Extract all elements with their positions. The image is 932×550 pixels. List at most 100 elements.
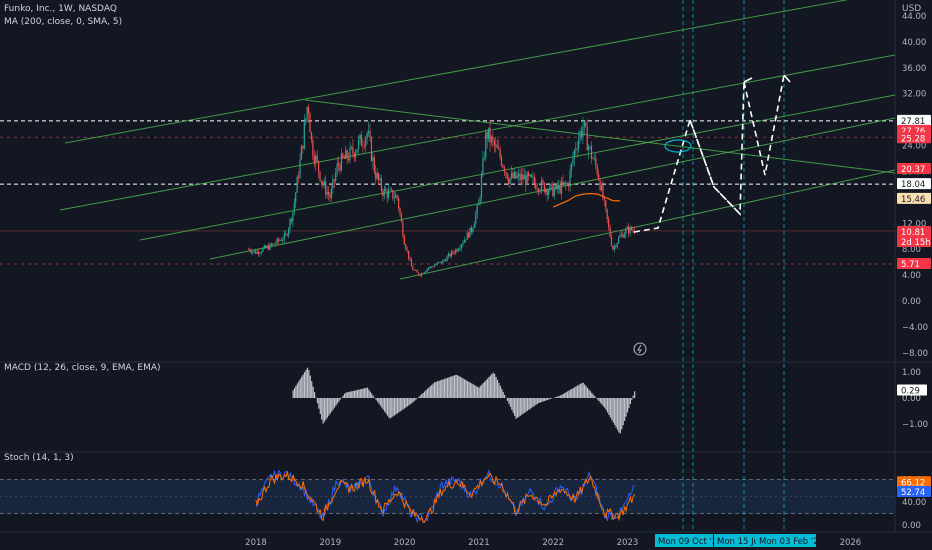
- candle-body: [619, 235, 621, 238]
- candle-body: [542, 180, 544, 183]
- macd-bar: [502, 391, 504, 398]
- candle-body: [365, 137, 367, 146]
- macd-bar: [359, 389, 361, 398]
- macd-bar: [444, 378, 446, 398]
- candle-body: [356, 149, 358, 153]
- macd-bar: [369, 391, 371, 398]
- macd-bar: [572, 388, 574, 398]
- candle-body: [313, 156, 315, 164]
- candle-body: [513, 171, 515, 178]
- macd-bar: [409, 398, 411, 405]
- macd-badge-label: 0.29: [901, 386, 920, 396]
- macd-bar: [371, 393, 373, 398]
- candle-body: [555, 184, 557, 190]
- candle-body: [509, 177, 511, 184]
- time-tick-label: 2022: [542, 538, 564, 548]
- candle-body: [422, 273, 424, 274]
- macd-bar: [475, 385, 477, 398]
- macd-bar: [418, 396, 420, 398]
- ma-legend[interactable]: MA (200, close, 0, SMA, 5): [4, 17, 123, 27]
- candle-body: [573, 150, 575, 159]
- macd-bar: [536, 398, 539, 404]
- macd-bar: [472, 384, 474, 398]
- candle-body: [418, 272, 420, 276]
- macd-bar: [302, 374, 304, 398]
- candle-body: [466, 232, 468, 241]
- macd-bar: [609, 398, 611, 418]
- macd-bar: [482, 383, 484, 398]
- candle-body: [305, 118, 307, 123]
- candle-body: [390, 189, 393, 191]
- price-badge-label: 27.76: [901, 127, 925, 137]
- candle-body: [523, 175, 525, 180]
- macd-bar: [476, 386, 479, 398]
- candle-body: [266, 245, 268, 248]
- candle-body: [347, 158, 350, 161]
- candle-body: [559, 184, 561, 194]
- macd-bar: [515, 398, 517, 419]
- macd-bar: [578, 384, 580, 398]
- candle-body: [592, 158, 594, 160]
- macd-bar: [424, 391, 426, 398]
- candle-body: [256, 251, 258, 254]
- symbol-legend[interactable]: Funko, Inc., 1W, NASDAQ: [4, 4, 117, 14]
- macd-bar: [511, 398, 513, 410]
- candle-body: [383, 188, 385, 197]
- macd-bar: [581, 383, 583, 398]
- macd-bar: [303, 372, 306, 398]
- projection-path: [689, 119, 741, 215]
- candle-body: [336, 163, 338, 173]
- stoch-badge-label: 52.74: [901, 488, 925, 498]
- macd-bar: [605, 398, 607, 410]
- candle-body: [598, 174, 600, 180]
- candle-body: [399, 208, 401, 215]
- lightning-icon: [633, 342, 647, 356]
- macd-bar: [504, 394, 506, 398]
- candle-body: [610, 236, 613, 246]
- macd-bar: [618, 398, 620, 433]
- candle-body: [396, 195, 398, 198]
- candle-body: [329, 194, 331, 198]
- macd-bar: [496, 379, 499, 398]
- macd-bar: [296, 383, 299, 398]
- candle-body: [372, 157, 374, 161]
- macd-bar: [465, 380, 467, 398]
- macd-legend[interactable]: MACD (12, 26, close, 9, EMA, EMA): [4, 363, 161, 373]
- price-badge: [897, 235, 931, 247]
- candle-body: [549, 184, 551, 191]
- macd-bar: [621, 398, 623, 430]
- macd-bar: [522, 398, 524, 414]
- candle-body: [376, 173, 378, 179]
- candle-body: [333, 179, 335, 181]
- macd-bar: [408, 398, 410, 406]
- candle-body: [436, 262, 438, 265]
- candle-body: [350, 147, 353, 148]
- candle-body: [265, 245, 267, 248]
- candle-body: [486, 132, 488, 140]
- candle-body: [339, 165, 341, 171]
- candle-body: [367, 131, 370, 134]
- macd-bar: [342, 395, 344, 398]
- macd-bar: [558, 396, 560, 398]
- macd-bar: [429, 386, 431, 398]
- macd-bar: [386, 398, 389, 416]
- macd-bar: [458, 375, 460, 398]
- macd-bar: [534, 398, 536, 406]
- price-candles: [247, 103, 635, 278]
- macd-bar: [425, 390, 427, 398]
- macd-bar: [565, 392, 567, 398]
- candle-body: [406, 249, 408, 251]
- price-tick-label: 12.00: [902, 219, 926, 229]
- macd-bar: [594, 396, 596, 398]
- candle-body: [595, 158, 597, 166]
- macd-bar: [604, 398, 606, 408]
- macd-bar: [634, 391, 636, 398]
- candle-body: [397, 197, 400, 209]
- macd-tick-label: 0.00: [902, 394, 921, 404]
- candle-body: [462, 242, 464, 245]
- lightning-icon: [637, 344, 642, 354]
- stoch-legend[interactable]: Stoch (14, 1, 3): [4, 453, 74, 463]
- candle-body: [290, 219, 293, 222]
- macd-bar: [431, 384, 433, 398]
